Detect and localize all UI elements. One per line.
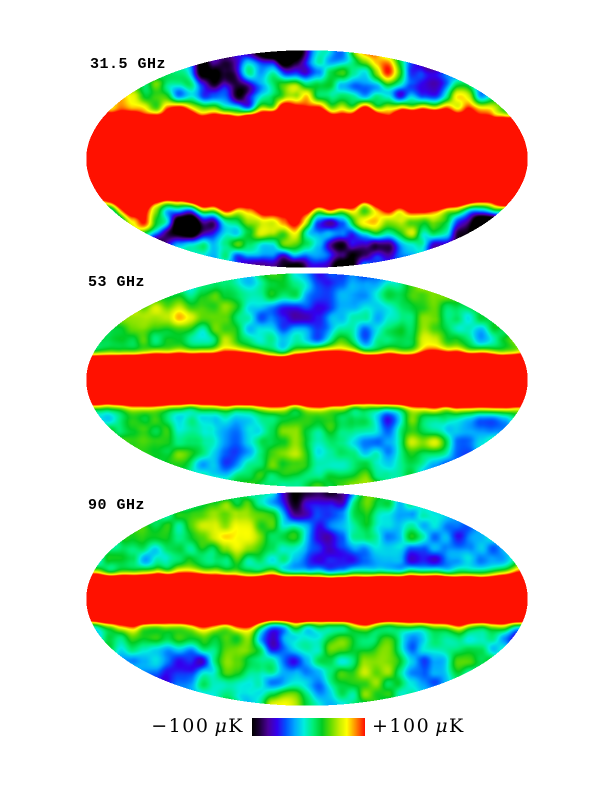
colorbar bbox=[252, 718, 365, 736]
sky-map-53-ghz bbox=[86, 273, 528, 487]
kelvin-symbol: K bbox=[228, 715, 244, 737]
colorbar-min-number: −100 bbox=[151, 715, 210, 737]
mu-symbol: μ bbox=[214, 715, 229, 737]
colorbar-min-label: −100 μK bbox=[78, 715, 244, 737]
colorbar-max-label: +100 μK bbox=[372, 715, 465, 737]
colorbar-max-number: +100 bbox=[372, 715, 431, 737]
mu-symbol: μ bbox=[435, 715, 450, 737]
sky-map-31-5-ghz bbox=[86, 50, 528, 268]
sky-map-90-ghz bbox=[86, 492, 528, 706]
kelvin-symbol: K bbox=[449, 715, 465, 737]
